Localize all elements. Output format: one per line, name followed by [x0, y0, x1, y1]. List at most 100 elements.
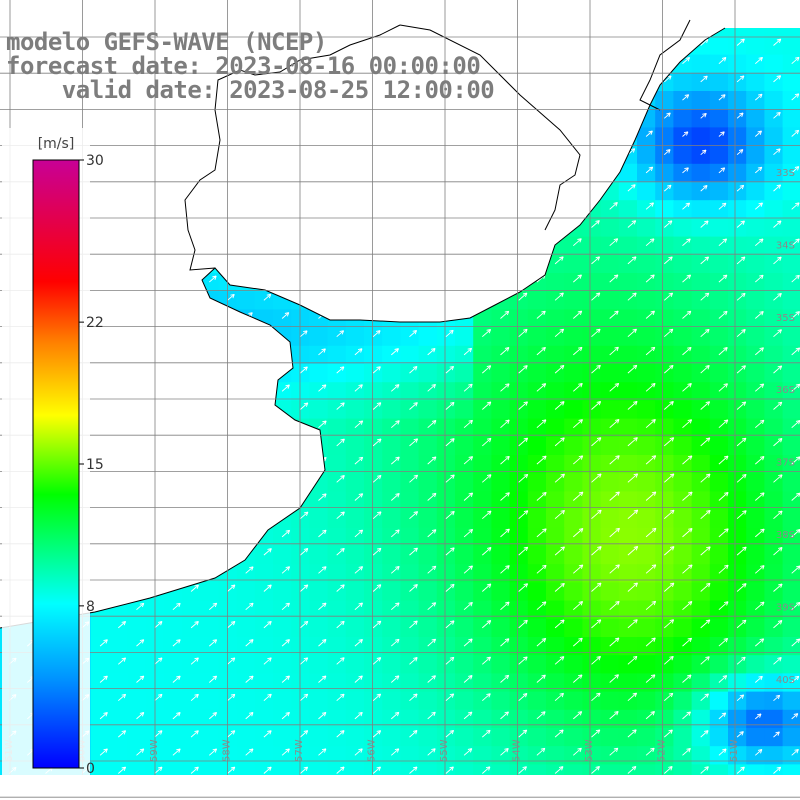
title-block: modelo GEFS-WAVE (NCEP) forecast date: 2… — [6, 30, 495, 102]
wind-cell — [127, 691, 147, 711]
wind-arrow — [645, 747, 655, 756]
wind-cell — [236, 582, 256, 602]
wind-cell — [291, 109, 310, 128]
wind-arrow — [627, 184, 636, 192]
wind-arrow — [372, 220, 382, 228]
wind-cell — [182, 746, 201, 765]
wind-cell — [400, 637, 420, 656]
wind-arrow — [281, 238, 290, 247]
wind-cell — [400, 218, 420, 238]
wind-arrow — [445, 474, 455, 483]
wind-cell — [673, 728, 693, 747]
wind-arrow — [773, 547, 783, 556]
wind-cell — [564, 291, 583, 310]
wind-cell — [346, 0, 365, 19]
wind-arrow — [190, 111, 199, 119]
wind-arrow — [719, 21, 726, 27]
wind-cell — [345, 764, 365, 775]
wind-arrow — [336, 402, 345, 410]
wind-arrow — [372, 730, 382, 738]
wind-cell — [691, 564, 711, 583]
wind-cell — [273, 364, 292, 383]
wind-arrow — [427, 456, 437, 465]
wind-arrow — [609, 455, 620, 465]
wind-cell — [455, 218, 474, 238]
wind-arrow — [409, 766, 418, 774]
wind-arrow — [755, 675, 763, 683]
wind-cell — [728, 491, 747, 511]
wind-arrow — [245, 675, 254, 683]
wind-arrow — [245, 384, 254, 392]
wind-cell — [582, 36, 602, 56]
wind-cell — [291, 527, 310, 547]
wind-cell — [418, 400, 438, 420]
wind-arrow — [463, 347, 473, 356]
wind-cell — [673, 218, 693, 238]
wind-arrow — [718, 383, 728, 392]
wind-cell — [345, 163, 365, 183]
wind-cell — [182, 327, 201, 347]
wind-arrow — [700, 730, 709, 738]
wind-arrow — [190, 548, 199, 556]
wind-cell — [364, 236, 383, 256]
wind-cell — [509, 345, 529, 365]
wind-arrow — [81, 111, 90, 119]
wind-arrow — [718, 637, 729, 647]
wind-arrow — [300, 402, 309, 410]
wind-cell — [382, 509, 401, 529]
wind-arrow — [209, 238, 218, 247]
wind-cell — [418, 291, 438, 310]
longitude-label: 51W — [729, 739, 740, 762]
wind-cell — [673, 691, 693, 711]
wind-cell — [291, 709, 310, 729]
wind-cell — [254, 218, 274, 238]
wind-cell — [345, 182, 365, 201]
wind-cell — [582, 382, 602, 401]
wind-cell — [746, 618, 765, 638]
wind-cell — [0, 109, 19, 128]
wind-arrow — [409, 511, 419, 520]
wind-arrow — [518, 220, 528, 228]
wind-arrow — [554, 328, 565, 338]
wind-arrow — [755, 785, 763, 792]
wind-cell — [527, 400, 547, 420]
wind-cell — [418, 436, 438, 456]
wind-arrow — [627, 400, 638, 410]
wind-cell — [546, 163, 565, 183]
wind-cell — [291, 382, 310, 401]
wind-arrow — [300, 184, 309, 192]
wind-arrow — [154, 621, 163, 629]
wind-cell — [327, 273, 347, 292]
wind-arrow — [518, 111, 527, 119]
wind-arrow — [209, 129, 218, 137]
wind-arrow — [318, 348, 326, 356]
wind-cell — [0, 0, 19, 19]
wind-cell — [473, 0, 492, 19]
wind-arrow — [700, 185, 708, 192]
wind-cell — [382, 728, 401, 747]
wind-arrow — [154, 766, 163, 774]
wind-arrow — [609, 600, 620, 611]
wind-arrow — [500, 165, 509, 174]
wind-cell — [491, 236, 511, 256]
wind-arrow — [519, 3, 526, 10]
wind-cell — [491, 655, 511, 674]
wind-arrow — [300, 293, 308, 301]
wind-arrow — [536, 637, 547, 647]
wind-cell — [236, 145, 256, 165]
wind-cell — [455, 764, 474, 775]
wind-cell — [109, 509, 128, 529]
wind-cell — [364, 273, 383, 292]
wind-cell — [582, 564, 602, 583]
wind-arrow — [172, 748, 181, 756]
wind-arrow — [372, 766, 381, 774]
wind-cell — [782, 527, 800, 547]
wind-cell — [473, 564, 492, 583]
wind-arrow — [300, 438, 309, 447]
wind-arrow — [336, 366, 345, 374]
wind-arrow — [445, 510, 455, 520]
wind-arrow — [318, 275, 327, 283]
wind-cell — [236, 728, 256, 747]
wind-arrow — [555, 3, 562, 10]
wind-cell — [509, 200, 529, 219]
